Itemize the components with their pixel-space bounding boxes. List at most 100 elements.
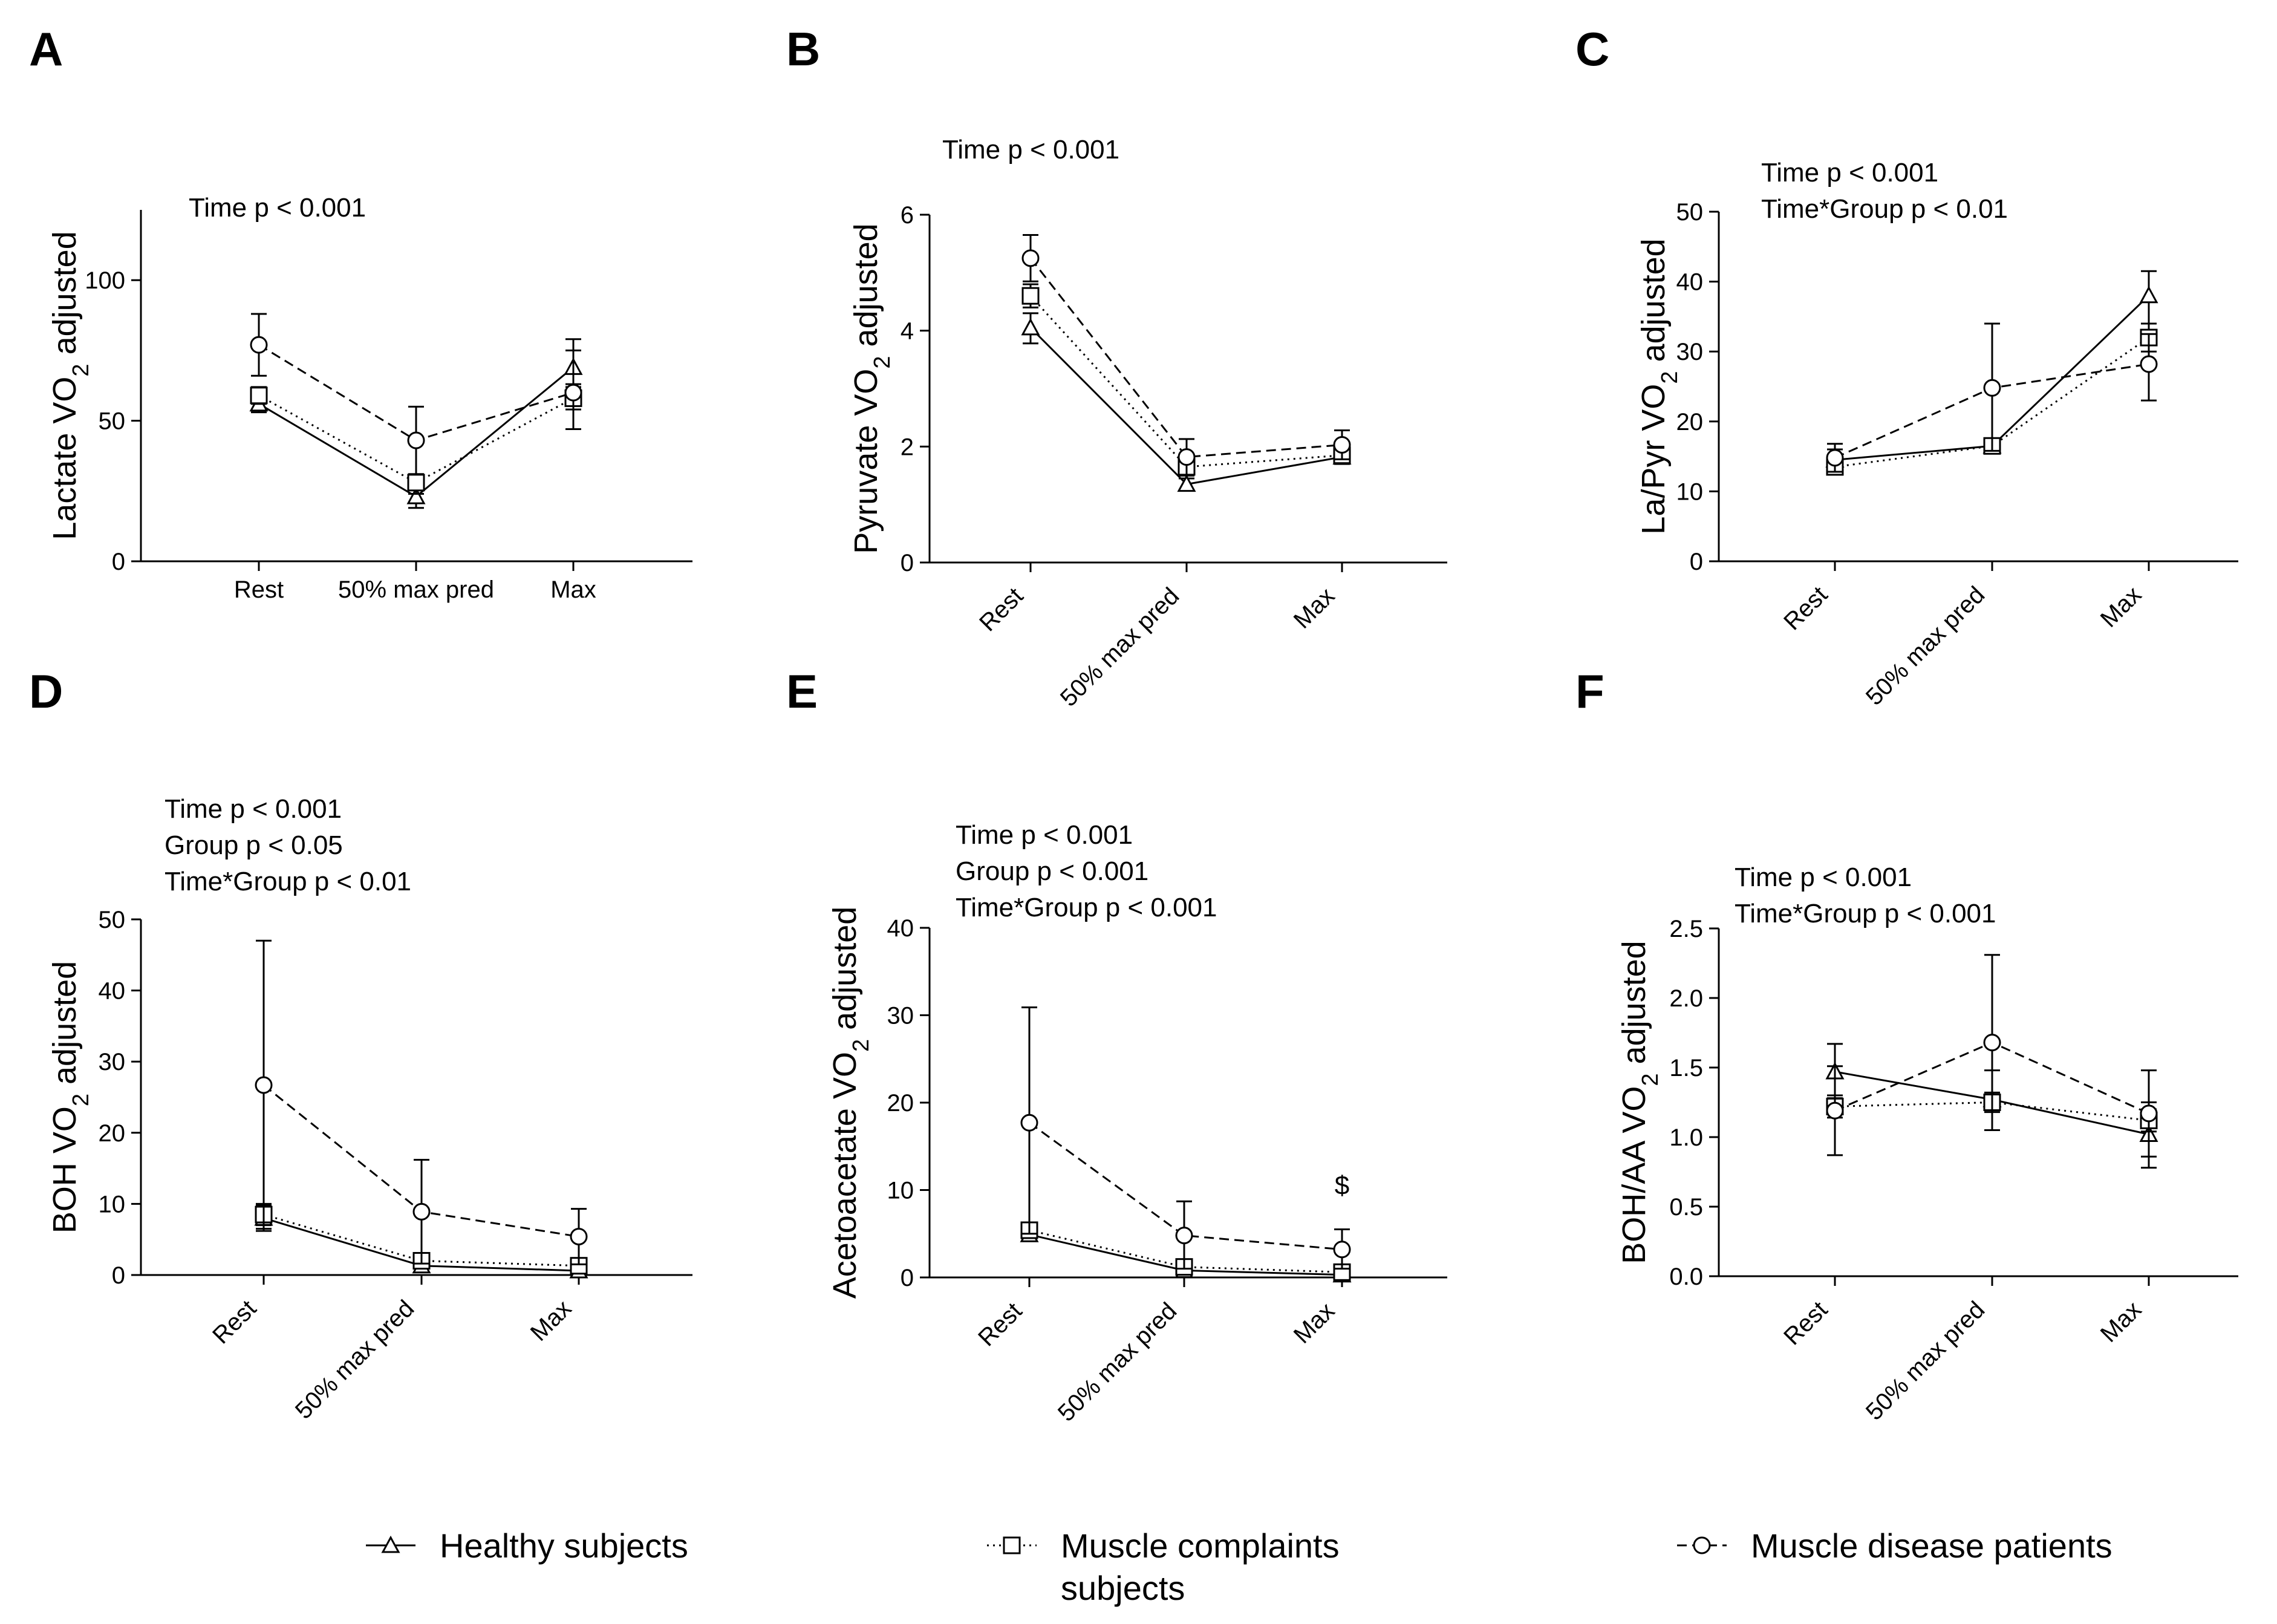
x-tick-label: 50% max pred (338, 576, 494, 603)
data-point (2139, 285, 2158, 304)
chart-panel-d: D Time p < 0.001 Group p < 0.05 Time*Group … (29, 665, 692, 1424)
data-point (570, 1227, 588, 1245)
series-disease (1020, 1006, 1351, 1270)
legend: Healthy subjects Muscle complaints subject… (366, 1527, 2112, 1607)
stat-annotation: Group p < 0.001 (956, 856, 1148, 886)
y-axis-title: BOH VO2 adjusted (47, 961, 94, 1233)
data-point (1333, 435, 1351, 454)
stat-annotation: Time p < 0.001 (942, 135, 1119, 165)
y-axis-title-main: La/Pyr VO (1635, 384, 1672, 535)
y-tick-label: 0 (1690, 549, 1703, 575)
x-tick-label: Max (2096, 1296, 2147, 1348)
panel-letter: F (1575, 665, 1604, 718)
series-disease (1826, 954, 2158, 1158)
y-axis-title: Pyruvate VO2 adjusted (848, 223, 895, 553)
data-point (250, 386, 268, 405)
series-line (1029, 257, 1343, 458)
series-line (1029, 1122, 1343, 1251)
y-tick-label: 30 (99, 1049, 126, 1075)
data-point (564, 383, 582, 402)
y-axis-title-suffix: adjusted (1635, 238, 1672, 371)
panel-letter: D (29, 665, 63, 718)
significance-marker: $ (1335, 1171, 1349, 1201)
x-tick-label: 50% max pred (1861, 1296, 1990, 1425)
legend-item-disease: Muscle disease patients (1677, 1527, 2112, 1565)
legend-marker (1003, 1536, 1021, 1554)
stat-annotation: Time p < 0.001 (189, 193, 366, 223)
y-tick-label: 50 (99, 408, 126, 435)
y-tick-label: 30 (1676, 339, 1704, 365)
y-tick-label: 20 (887, 1090, 914, 1117)
data-point (1021, 287, 1040, 305)
legend-label: subjects (1061, 1569, 1185, 1607)
x-tick-label: 50% max pred (1861, 581, 1990, 710)
y-tick-label: 0.0 (1669, 1264, 1703, 1290)
stat-annotation: Time p < 0.001 (1735, 863, 1912, 892)
y-tick-label: 0 (112, 549, 125, 575)
chart-panel-e: E Time p < 0.001 Group p < 0.001 Time*Group… (786, 665, 1447, 1427)
data-point (407, 474, 425, 492)
y-axis-title-subscript: 2 (870, 356, 895, 368)
legend-label: Muscle complaints (1061, 1527, 1340, 1565)
y-tick-label: 0 (901, 1265, 914, 1291)
x-tick-label: Max (2096, 581, 2147, 633)
x-tick-label: 50% max pred (290, 1295, 419, 1424)
y-axis-title-main: BOH VO (47, 1106, 83, 1233)
y-axis-title-subscript: 2 (1638, 1073, 1663, 1086)
data-point (2140, 355, 2158, 373)
data-point (1983, 379, 2001, 397)
data-point (1983, 1034, 2001, 1052)
data-point (255, 1076, 273, 1094)
chart-panel-c: C Time p < 0.001 Time*Group p < 0.01 0 10 20 3… (1575, 22, 2238, 711)
y-tick-label: 10 (887, 1178, 914, 1204)
stat-annotation: Group p < 0.05 (165, 830, 343, 860)
panel-letter: A (29, 22, 63, 76)
y-tick-label: 40 (1676, 269, 1704, 296)
series-disease (250, 313, 582, 475)
y-axis-title-suffix: adjusted (47, 231, 83, 364)
x-tick-label: Rest (974, 582, 1028, 636)
data-point (407, 431, 425, 449)
y-axis-title-suffix: adjusted (47, 961, 83, 1094)
y-tick-label: 2 (901, 434, 914, 460)
legend-item-healthy: Healthy subjects (366, 1527, 688, 1565)
x-tick-label: Rest (973, 1297, 1027, 1351)
y-tick-label: 4 (901, 318, 914, 345)
y-axis-title: La/Pyr VO2 adjusted (1635, 238, 1683, 534)
y-tick-label: 1.5 (1669, 1055, 1703, 1081)
series-disease (255, 939, 588, 1265)
panel-letter: E (786, 665, 818, 718)
data-point (1178, 448, 1196, 466)
stat-annotation: Time p < 0.001 (165, 794, 342, 824)
stat-annotation: Time*Group p < 0.001 (1735, 899, 1996, 928)
y-tick-label: 20 (1676, 409, 1704, 435)
panel-letter: C (1575, 22, 1609, 76)
y-tick-label: 6 (901, 202, 914, 229)
y-axis-title: Acetoacetate VO2 adjusted (827, 907, 874, 1299)
stat-annotation: Time p < 0.001 (1761, 158, 1938, 188)
y-axis-title-subscript: 2 (68, 1094, 94, 1106)
x-tick-label: Rest (1779, 581, 1832, 635)
series-disease (1021, 234, 1351, 477)
y-tick-label: 0 (901, 550, 914, 576)
y-axis-title-main: Acetoacetate VO (827, 1052, 863, 1299)
x-tick-label: Max (1289, 1297, 1340, 1349)
data-point (1020, 1114, 1038, 1132)
data-point (1021, 249, 1040, 267)
series-disease (1826, 322, 2158, 473)
data-point (412, 1202, 431, 1221)
x-tick-label: Max (550, 576, 596, 603)
chart-panel-a: A Time p < 0.001 0 50 100 Rest 50% max pred Max… (29, 22, 692, 603)
x-tick-label: Max (1289, 582, 1340, 634)
y-tick-label: 50 (99, 907, 126, 933)
data-point (1826, 1101, 1844, 1120)
stat-annotation: Time*Group p < 0.01 (1761, 194, 2008, 224)
y-axis-title-suffix: adjusted (827, 907, 863, 1039)
y-axis-title-subscript: 2 (68, 364, 94, 376)
y-axis-title-subscript: 2 (849, 1039, 874, 1052)
y-tick-label: 100 (85, 267, 125, 294)
stat-annotation: Time*Group p < 0.001 (956, 893, 1217, 922)
legend-item-complaints: Muscle complaints subjects (987, 1527, 1340, 1607)
y-axis-title: Lactate VO2 adjusted (47, 231, 94, 540)
